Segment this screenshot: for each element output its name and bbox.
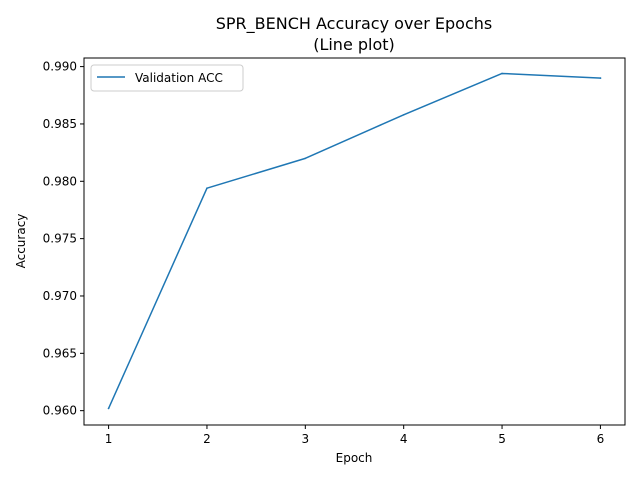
x-tick-label: 5 (498, 432, 506, 446)
axes-frame (83, 57, 626, 426)
x-axis-ticks: 1 2 3 4 5 6 (105, 425, 604, 446)
y-tick-label: 0.960 (43, 404, 77, 418)
x-tick-label: 2 (203, 432, 211, 446)
x-tick-label: 3 (301, 432, 309, 446)
data-point (304, 157, 307, 160)
y-tick-label: 0.975 (43, 232, 77, 246)
data-point (206, 187, 208, 189)
y-tick-label: 0.990 (43, 60, 77, 74)
data-point (599, 77, 602, 79)
plot-area (83, 57, 626, 426)
x-tick-label: 6 (597, 432, 605, 446)
y-axis-ticks: 0.960 0.965 0.970 0.975 0.980 0.985 0.990 (43, 60, 84, 418)
y-tick-label: 0.965 (43, 346, 77, 360)
data-point (501, 72, 503, 75)
y-tick-label: 0.980 (43, 174, 77, 188)
x-tick-label: 1 (105, 432, 113, 446)
chart-title-line2: (Line plot) (313, 35, 395, 54)
data-point (107, 407, 110, 410)
chart-title-line1: SPR_BENCH Accuracy over Epochs (216, 14, 493, 34)
x-tick-label: 4 (400, 432, 408, 446)
y-tick-label: 0.985 (43, 117, 77, 131)
y-axis-label: Accuracy (14, 214, 28, 269)
series-line-validation-acc (107, 72, 602, 410)
data-point (402, 113, 405, 116)
y-tick-label: 0.970 (43, 289, 77, 303)
legend-label-validation-acc: Validation ACC (135, 71, 223, 85)
legend-box (90, 64, 244, 92)
legend: Validation ACC (90, 64, 244, 92)
series-layer (107, 72, 602, 410)
x-axis-label: Epoch (336, 451, 373, 465)
